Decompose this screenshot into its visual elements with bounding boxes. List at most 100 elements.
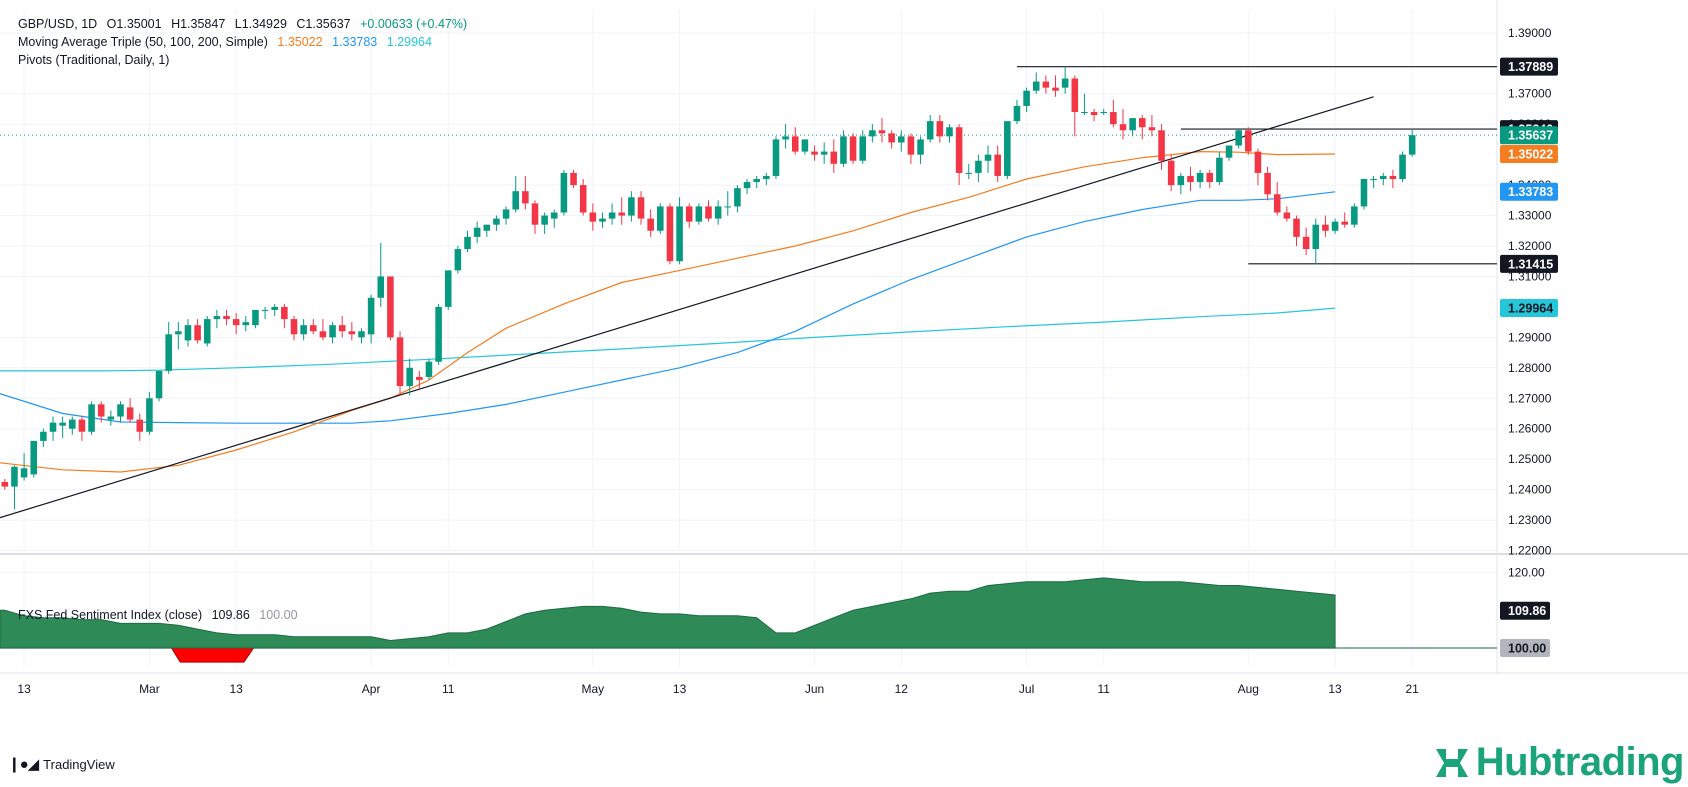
- sentiment-label[interactable]: FXS Fed Sentiment Index (close): [18, 608, 203, 622]
- candle-body: [1302, 236, 1310, 250]
- candle-body: [628, 197, 635, 216]
- candle-body: [579, 185, 587, 213]
- time-tick-label: 12: [895, 682, 909, 696]
- candle-body: [907, 136, 915, 155]
- candle-body: [1399, 154, 1406, 180]
- time-tick-label: 11: [442, 682, 455, 696]
- open-value: O1.35001: [106, 17, 162, 31]
- sentiment-tag-label: 100.00: [1508, 642, 1546, 656]
- candle-body: [175, 331, 182, 335]
- candle-body: [917, 139, 924, 155]
- candle-body: [898, 136, 905, 143]
- ma-label[interactable]: Moving Average Triple (50, 100, 200, Sim…: [18, 35, 268, 49]
- price-tag-label: 1.35637: [1508, 129, 1553, 143]
- candle-body: [367, 297, 375, 335]
- candle-body: [734, 188, 741, 207]
- low-value: L1.34929: [234, 17, 287, 31]
- candle-body: [502, 209, 510, 219]
- price-tag-label: 1.33783: [1508, 185, 1553, 199]
- price-tick-label: 1.27000: [1508, 391, 1552, 405]
- candle-body: [146, 398, 153, 432]
- candle-body: [1158, 130, 1165, 161]
- candle-body: [926, 121, 934, 140]
- sentiment-tick-label: 120.00: [1508, 565, 1545, 579]
- sentiment-area-negative: [170, 647, 255, 663]
- candle-body: [348, 331, 356, 335]
- candle-body: [676, 206, 683, 262]
- candle-body: [30, 440, 38, 475]
- tradingview-brand[interactable]: ❙●◢ TradingView: [8, 755, 115, 773]
- sentiment-axis: 120.00 109.86 100.00: [1500, 565, 1550, 658]
- candle-body: [1196, 172, 1204, 183]
- candle-body: [1023, 90, 1030, 106]
- ma100-value: 1.33783: [332, 35, 378, 49]
- candle-body: [859, 136, 867, 161]
- candle-body: [1216, 157, 1223, 183]
- candle-body: [955, 127, 963, 173]
- price-tick-label: 1.33000: [1508, 209, 1552, 223]
- hubtrading-logo-text: Hubtrading: [1475, 740, 1685, 784]
- candle-body: [11, 466, 18, 487]
- candle-body: [946, 127, 953, 137]
- candle-body: [1351, 206, 1358, 225]
- candle-body: [40, 431, 47, 441]
- grid-lines: [0, 10, 1497, 667]
- candle-body: [560, 172, 568, 213]
- price-tag: [1500, 182, 1558, 201]
- tradingview-logo-icon: ❙●◢: [8, 756, 39, 773]
- candle-body: [1341, 221, 1348, 225]
- price-tick-label: 1.26000: [1508, 422, 1552, 436]
- candle-body: [483, 224, 491, 231]
- candle-body: [801, 139, 809, 152]
- candle-body: [705, 206, 712, 219]
- candle-body: [1119, 124, 1127, 131]
- candle-body: [743, 182, 751, 189]
- candle-body: [772, 139, 780, 176]
- candle-body: [126, 407, 134, 420]
- candle-body: [1389, 175, 1397, 180]
- candle-body: [416, 376, 423, 380]
- time-tick-label: Mar: [139, 682, 160, 696]
- candle-body: [763, 175, 770, 180]
- candle-body: [512, 191, 519, 210]
- candle-body: [1187, 175, 1194, 183]
- price-tick-label: 1.23000: [1508, 513, 1552, 527]
- candle-body: [213, 316, 221, 320]
- price-tick-label: 1.22000: [1508, 544, 1552, 558]
- ma50-line: [0, 150, 1336, 473]
- trendline: [0, 96, 1374, 519]
- pivots-label[interactable]: Pivots (Traditional, Daily, 1): [18, 53, 170, 67]
- price-tick-label: 1.24000: [1508, 483, 1552, 497]
- candle-body: [473, 227, 481, 237]
- time-tick-label: Jul: [1019, 682, 1034, 696]
- legend-pivots: Pivots (Traditional, Daily, 1): [18, 53, 175, 67]
- candle-body: [869, 130, 876, 137]
- price-tick-label: 1.25000: [1508, 452, 1552, 466]
- price-tag: [1500, 254, 1558, 273]
- candle-body: [965, 172, 973, 174]
- candle-body: [647, 218, 654, 231]
- price-tag: [1500, 299, 1558, 318]
- candle-body: [1322, 224, 1329, 231]
- candle-body: [136, 419, 144, 432]
- candle-body: [1004, 121, 1011, 176]
- candle-body: [1273, 194, 1281, 213]
- candle-body: [223, 316, 230, 320]
- price-tag-label: 1.29964: [1508, 302, 1553, 316]
- candle-body: [1061, 78, 1069, 88]
- candle-body: [975, 160, 982, 173]
- candle-body: [1360, 179, 1368, 207]
- candle-body: [358, 331, 365, 338]
- candle-body: [1245, 130, 1252, 152]
- candle-body: [107, 416, 115, 420]
- candle-body: [1264, 172, 1271, 195]
- symbol-label[interactable]: GBP/USD, 1D: [18, 17, 98, 31]
- candle-body: [1254, 151, 1262, 173]
- candle-body: [753, 179, 760, 183]
- price-tag: [1500, 57, 1558, 76]
- candle-body: [203, 319, 211, 344]
- candle-body: [695, 206, 703, 222]
- candle-body: [435, 306, 442, 362]
- price-tick-label: 1.28000: [1508, 361, 1552, 375]
